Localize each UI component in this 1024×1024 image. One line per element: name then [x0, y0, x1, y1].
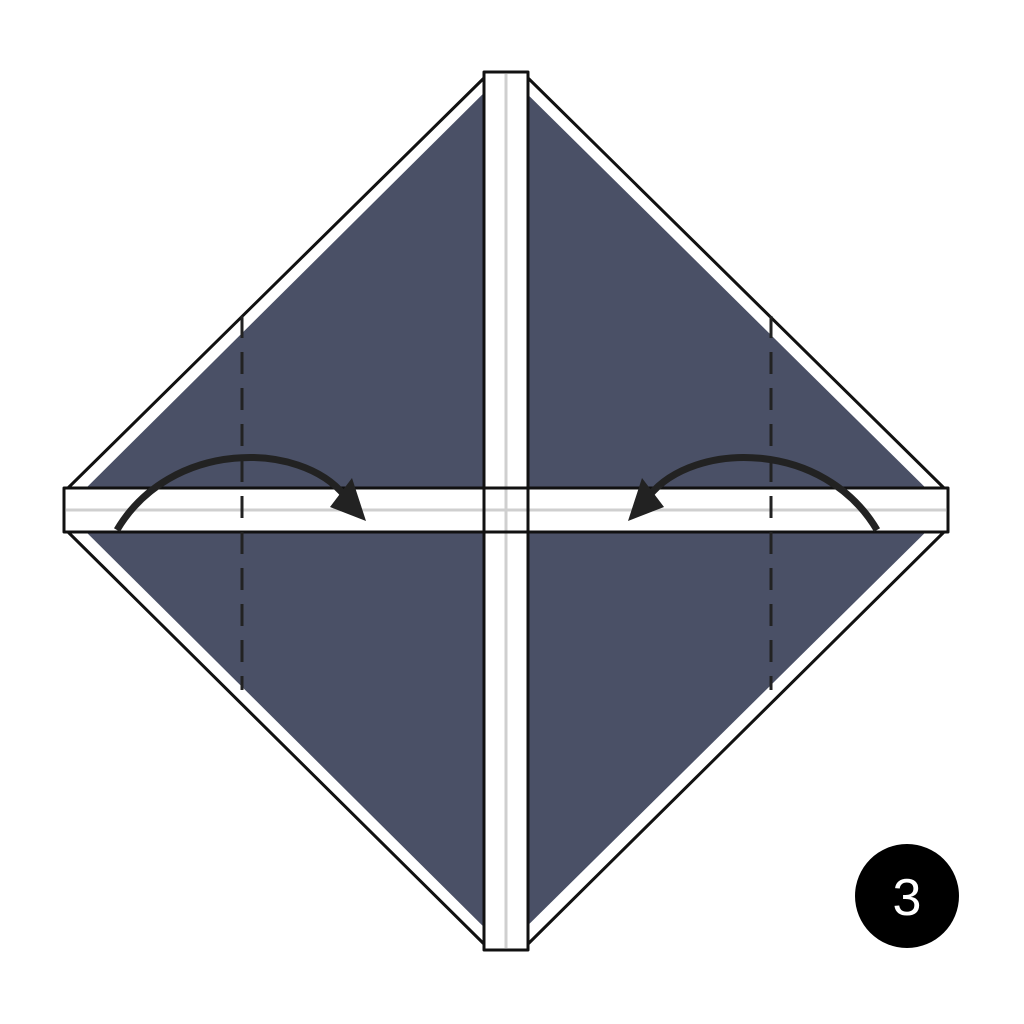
fold-lines — [240, 316, 773, 690]
fold-arrows — [113, 454, 881, 532]
left-arrowhead — [330, 478, 366, 521]
quadrant-outlines — [62, 70, 950, 952]
vertical-strip-outline — [482, 70, 530, 952]
step-badge-circle — [855, 844, 959, 948]
horizontal-strip-outline — [62, 486, 950, 534]
right-arrowhead — [628, 478, 664, 521]
left-fold-arrow — [113, 454, 348, 532]
step-number: 3 — [893, 869, 922, 927]
right-fold-arrow — [646, 454, 881, 532]
center-strips — [64, 72, 948, 950]
step-badge: 3 — [855, 844, 959, 948]
